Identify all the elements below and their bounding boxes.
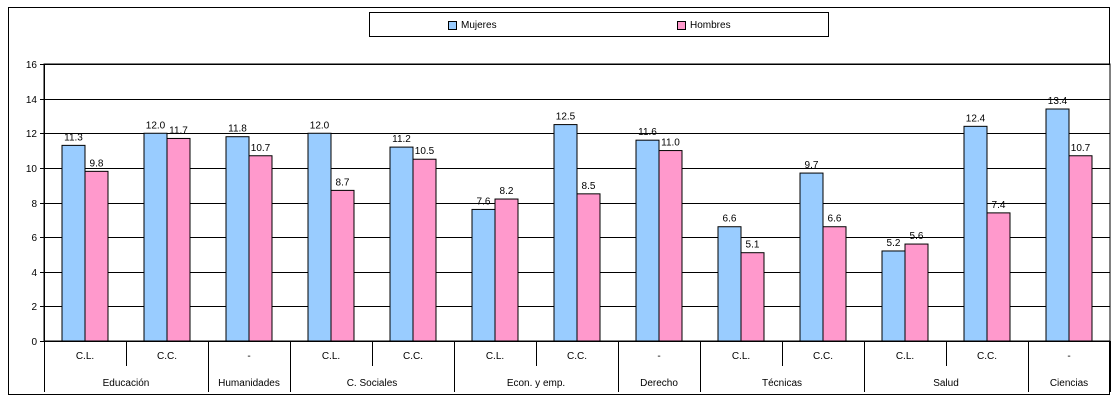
y-tick-label: 12: [26, 129, 38, 140]
data-label-hombres: 6.6: [828, 214, 842, 225]
data-label-hombres: 10.7: [1071, 143, 1091, 154]
bar-mujeres: [635, 139, 660, 342]
y-tick-label: 16: [26, 60, 38, 71]
group-label: Salud: [933, 378, 959, 389]
bar-mujeres: [799, 172, 824, 342]
x-tick-label: C.L.: [322, 351, 340, 362]
data-label-mujeres: 13.4: [1048, 96, 1068, 107]
y-tick-label: 4: [31, 268, 37, 279]
bar-mujeres: [225, 136, 250, 342]
bar-mujeres: [963, 125, 988, 342]
x-tick-label: C.C.: [567, 351, 587, 362]
data-label-mujeres: 12.0: [310, 120, 330, 131]
data-label-mujeres: 11.6: [638, 127, 657, 138]
legend-swatch-mujeres: [448, 20, 457, 30]
bar-hombres: [412, 158, 437, 342]
data-label-hombres: 7.4: [992, 200, 1006, 211]
x-tick-label: C.L.: [896, 351, 914, 362]
x-tick-label: C.C.: [157, 351, 177, 362]
legend-label-hombres: Hombres: [690, 19, 731, 31]
bar-mujeres: [717, 226, 742, 342]
data-label-mujeres: 11.8: [228, 124, 247, 135]
x-tick-label: C.L.: [732, 351, 750, 362]
legend-label-mujeres: Mujeres: [461, 19, 497, 31]
bar-mujeres: [143, 132, 168, 342]
bar-hombres: [330, 189, 355, 342]
data-label-mujeres: 7.6: [477, 196, 491, 207]
bar-hombres: [658, 150, 683, 342]
bar-hombres: [248, 155, 273, 342]
legend-entry-mujeres: Mujeres: [448, 19, 497, 31]
x-tick-label: C.L.: [486, 351, 504, 362]
y-tick-label: 8: [31, 199, 37, 210]
bar-hombres: [740, 252, 765, 342]
data-label-hombres: 8.5: [582, 181, 596, 192]
data-label-hombres: 5.6: [910, 231, 924, 242]
bar-mujeres: [553, 124, 578, 342]
data-label-mujeres: 11.3: [64, 132, 83, 143]
group-label: Educación: [103, 378, 150, 389]
legend-swatch-hombres: [677, 20, 686, 30]
bar-mujeres: [881, 250, 906, 342]
y-tick-label: 0: [31, 337, 37, 348]
data-label-mujeres: 9.7: [805, 160, 819, 171]
data-label-hombres: 11.0: [661, 138, 680, 149]
data-label-hombres: 5.1: [746, 240, 760, 251]
data-label-hombres: 8.2: [500, 186, 514, 197]
y-tick-label: 2: [31, 302, 37, 313]
y-tick-label: 6: [31, 233, 37, 244]
data-label-mujeres: 12.4: [966, 113, 986, 124]
data-label-hombres: 10.5: [415, 146, 435, 157]
group-label: Ciencias: [1050, 378, 1088, 389]
bar-mujeres: [307, 132, 332, 342]
data-label-hombres: 11.7: [169, 125, 188, 136]
data-label-mujeres: 6.6: [723, 214, 737, 225]
group-label: Humanidades: [218, 378, 280, 389]
x-tick-label: -: [1067, 351, 1070, 362]
legend-entry-hombres: Hombres: [677, 19, 731, 31]
bar-mujeres: [389, 146, 414, 342]
bar-hombres: [1068, 155, 1093, 342]
data-label-mujeres: 12.5: [556, 112, 576, 123]
x-tick-label: C.C.: [977, 351, 997, 362]
x-tick-label: C.C.: [813, 351, 833, 362]
data-label-mujeres: 5.2: [887, 238, 901, 249]
data-label-hombres: 9.8: [90, 158, 104, 169]
x-tick-label: -: [247, 351, 250, 362]
group-label: Econ. y emp.: [507, 378, 565, 389]
data-label-hombres: 8.7: [336, 177, 350, 188]
bar-mujeres: [61, 144, 86, 342]
group-label: Derecho: [640, 378, 678, 389]
bar-mujeres: [1045, 108, 1070, 342]
bar-mujeres: [471, 208, 496, 342]
bar-hombres: [166, 137, 191, 342]
bar-hombres: [494, 198, 519, 342]
bar-hombres: [986, 212, 1011, 342]
group-label: C. Sociales: [347, 378, 398, 389]
bar-hombres: [904, 243, 929, 342]
legend: Mujeres Hombres: [369, 12, 829, 37]
bar-hombres: [84, 170, 109, 342]
bar-hombres: [822, 226, 847, 342]
y-tick-label: 14: [26, 95, 38, 106]
group-label: Técnicas: [762, 378, 802, 389]
data-label-mujeres: 12.0: [146, 120, 166, 131]
x-tick-label: C.C.: [403, 351, 423, 362]
x-tick-label: -: [657, 351, 660, 362]
data-label-hombres: 10.7: [251, 143, 271, 154]
data-label-mujeres: 11.2: [392, 134, 411, 145]
bar-hombres: [576, 193, 601, 342]
y-tick-label: 10: [26, 164, 38, 175]
x-tick-label: C.L.: [76, 351, 94, 362]
